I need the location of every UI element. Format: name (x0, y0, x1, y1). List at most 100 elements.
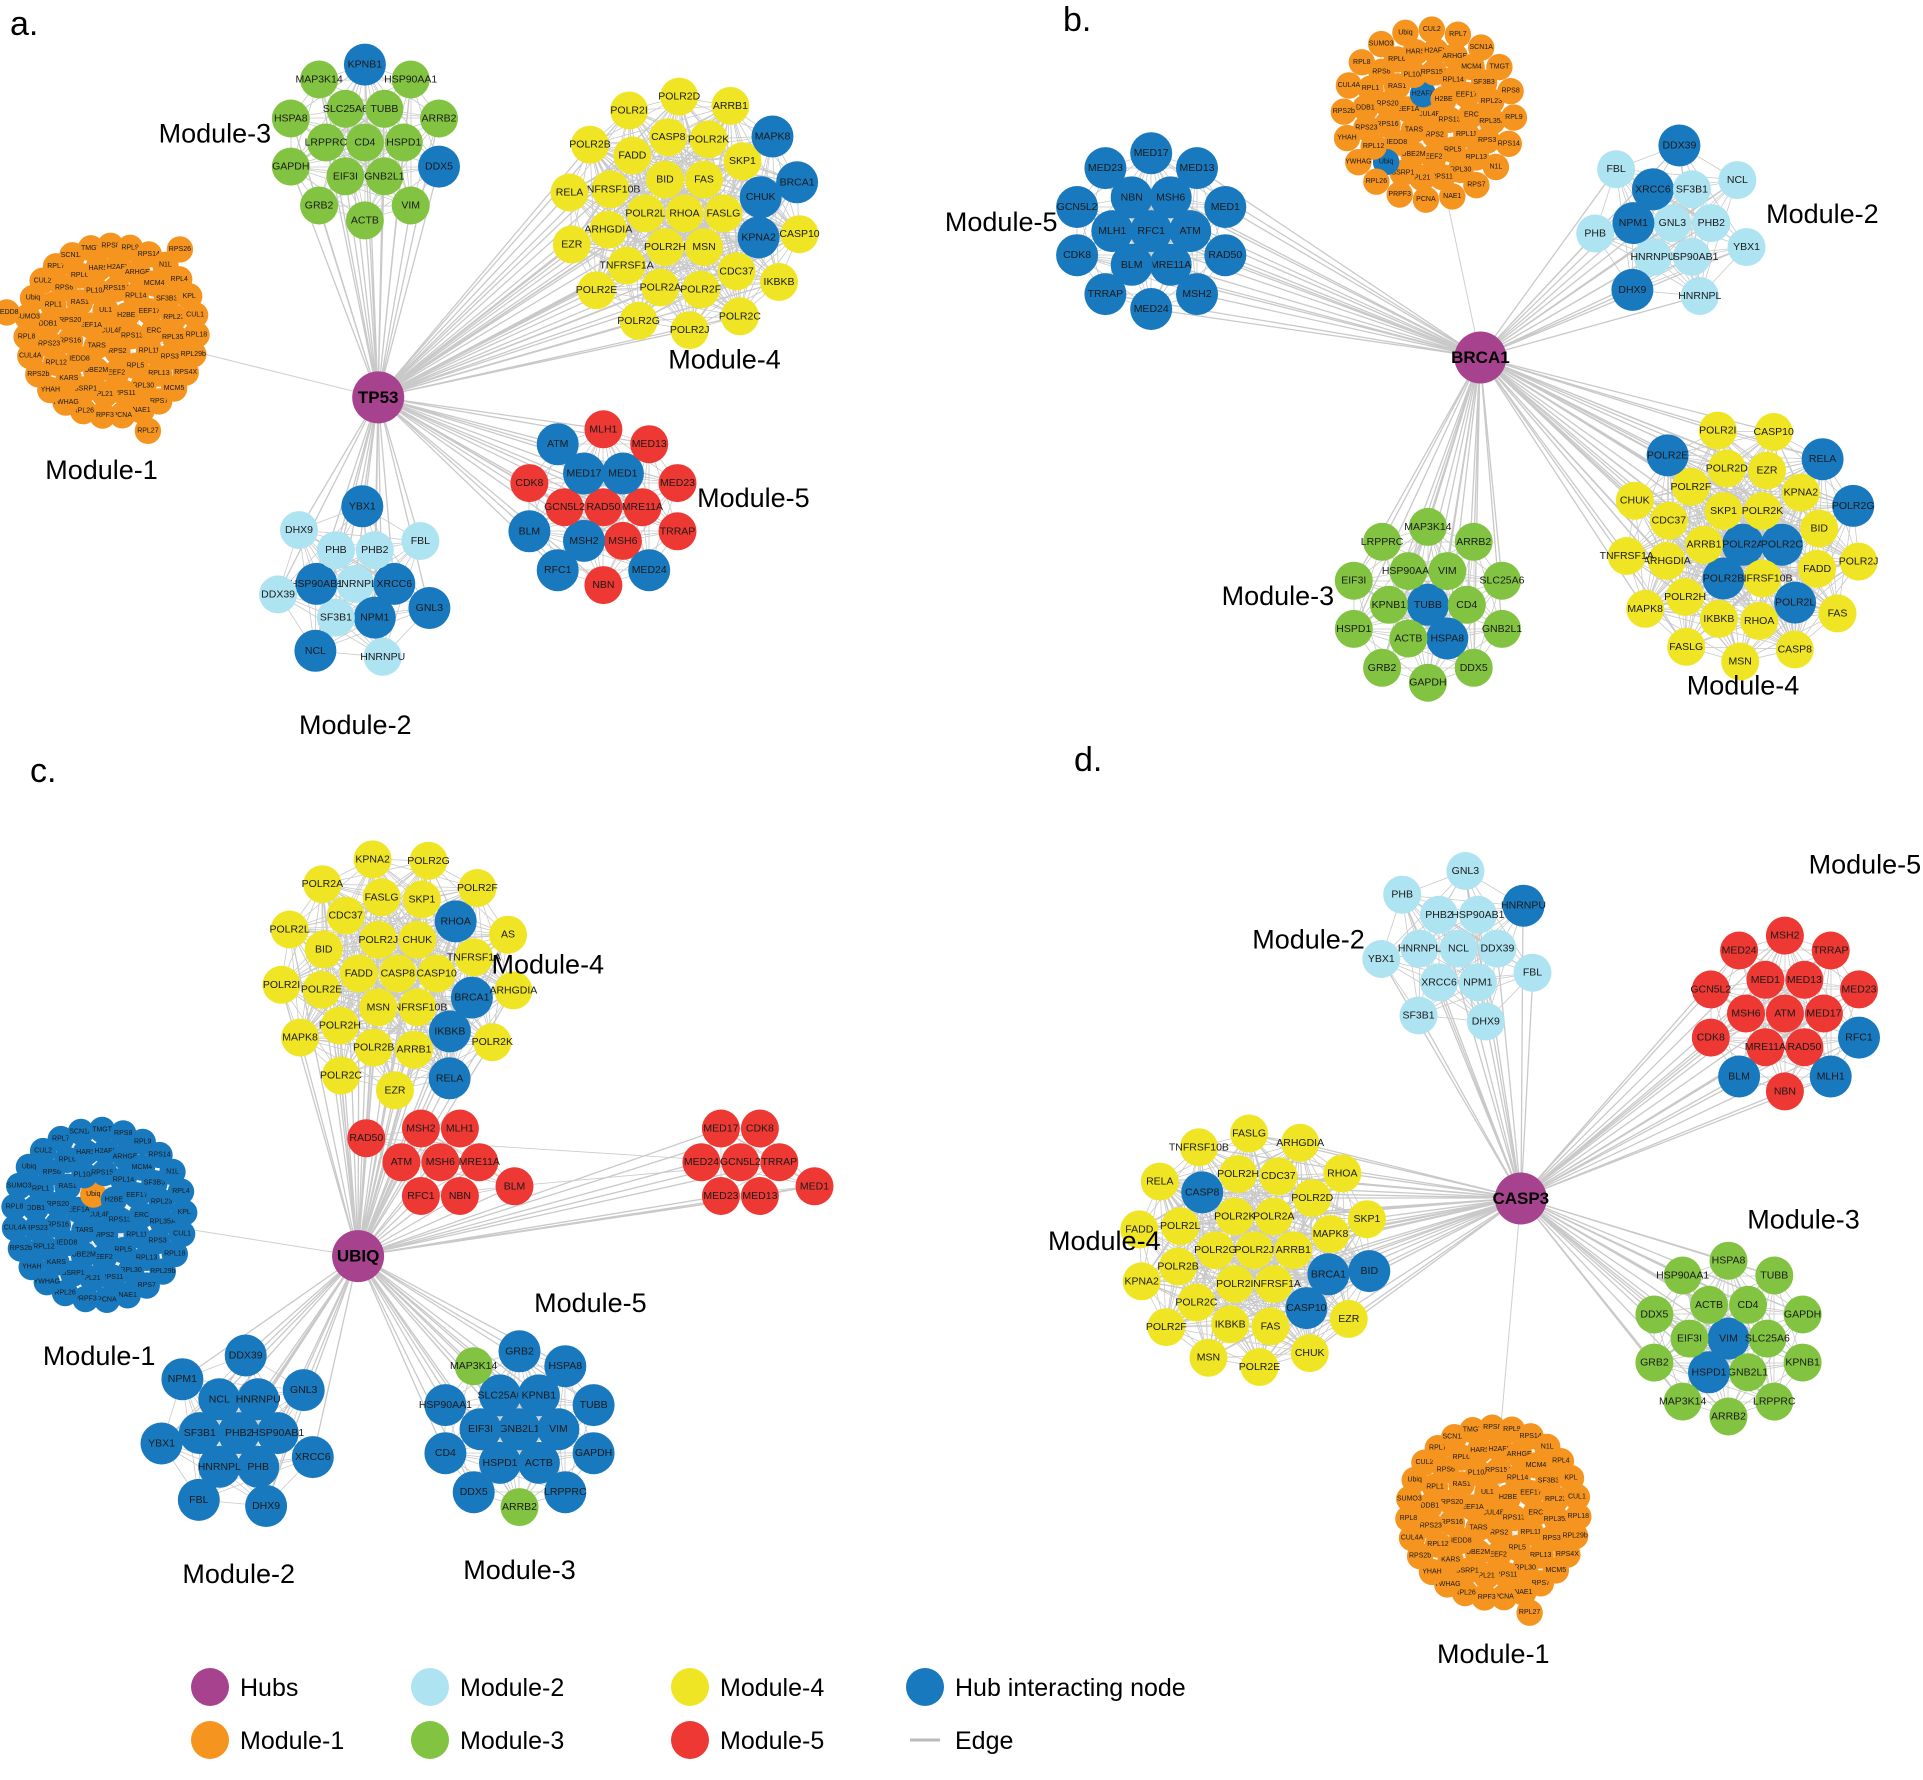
svg-text:HSPA8: HSPA8 (1430, 633, 1464, 645)
svg-text:Module-1: Module-1 (1437, 1639, 1550, 1669)
svg-text:HNRNPU: HNRNPU (360, 651, 405, 663)
svg-text:CUL2: CUL2 (34, 1148, 52, 1155)
svg-text:NPM1: NPM1 (1463, 976, 1492, 988)
svg-text:Module-4: Module-4 (1048, 1226, 1161, 1256)
svg-text:CASP10: CASP10 (417, 968, 457, 980)
svg-text:NCL: NCL (1727, 174, 1748, 186)
svg-text:CASP10: CASP10 (779, 228, 819, 240)
svg-text:POLR2D: POLR2D (1706, 463, 1748, 475)
svg-text:POLR2I: POLR2I (1699, 425, 1736, 437)
svg-text:NBN: NBN (449, 1190, 471, 1202)
svg-text:DDX5: DDX5 (1640, 1309, 1668, 1321)
svg-text:KPNB1: KPNB1 (348, 59, 383, 71)
svg-text:RPS20: RPS20 (1441, 1499, 1463, 1506)
svg-text:EEF17: EEF17 (139, 308, 161, 315)
svg-text:PL21: PL21 (84, 1275, 100, 1282)
svg-text:RPS3: RPS3 (1478, 137, 1496, 144)
svg-text:RELA: RELA (1146, 1176, 1173, 1188)
svg-text:RPL12: RPL12 (1363, 143, 1385, 150)
svg-text:EZR: EZR (561, 238, 582, 250)
svg-text:RPL7: RPL7 (1449, 31, 1467, 38)
svg-text:RAD50: RAD50 (349, 1132, 383, 1144)
svg-text:PHB2: PHB2 (361, 544, 389, 556)
svg-text:SUMO3: SUMO3 (7, 1183, 32, 1190)
svg-text:MCM4: MCM4 (1461, 64, 1482, 71)
svg-text:ARHGDIA: ARHGDIA (489, 984, 537, 996)
svg-text:RPL8: RPL8 (18, 333, 36, 340)
svg-text:FAS: FAS (694, 174, 714, 186)
svg-text:RPS3: RPS3 (1542, 1535, 1560, 1542)
svg-text:EIF3I: EIF3I (468, 1423, 493, 1435)
svg-text:KPNA2: KPNA2 (741, 231, 776, 243)
svg-text:Module-2: Module-2 (182, 1559, 295, 1589)
svg-text:KPNB1: KPNB1 (1372, 599, 1407, 611)
svg-text:MAPK8: MAPK8 (755, 131, 791, 143)
svg-text:RPL5: RPL5 (1508, 1544, 1526, 1551)
svg-text:HSPD1: HSPD1 (1691, 1366, 1726, 1378)
svg-text:YHAH: YHAH (1337, 135, 1356, 142)
svg-text:ERC: ERC (1464, 111, 1479, 118)
svg-text:CASP3: CASP3 (1492, 1189, 1549, 1208)
svg-text:DDB1: DDB1 (1356, 105, 1375, 112)
svg-text:POLR2A: POLR2A (302, 878, 343, 890)
svg-text:FASLG: FASLG (706, 207, 740, 219)
svg-text:EIF3I: EIF3I (333, 170, 358, 182)
svg-text:PHB: PHB (325, 544, 347, 556)
svg-text:MED17: MED17 (566, 468, 601, 480)
svg-text:ERC: ERC (147, 328, 162, 335)
svg-text:ARHGDIA: ARHGDIA (1276, 1137, 1324, 1149)
svg-text:CHUK: CHUK (402, 934, 432, 946)
svg-text:POLR2E: POLR2E (1239, 1361, 1280, 1373)
svg-text:DDB1: DDB1 (26, 1205, 45, 1212)
svg-text:ATM: ATM (391, 1156, 412, 1168)
svg-text:CDK8: CDK8 (515, 477, 543, 489)
svg-text:SF3B1: SF3B1 (184, 1427, 216, 1439)
svg-text:HNRNPL: HNRNPL (1678, 290, 1721, 302)
svg-text:XRCC6: XRCC6 (1635, 183, 1671, 195)
svg-text:RPS13: RPS13 (121, 333, 143, 340)
svg-text:GRB2: GRB2 (1368, 662, 1397, 674)
svg-text:RPL11: RPL11 (1456, 131, 1477, 138)
svg-text:DDX39: DDX39 (1662, 140, 1696, 152)
svg-text:CUL4A: CUL4A (1338, 82, 1361, 89)
svg-text:HSP90AB1: HSP90AB1 (251, 1427, 304, 1439)
svg-text:RFC1: RFC1 (1845, 1032, 1873, 1044)
svg-text:GNB2L1: GNB2L1 (1728, 1366, 1768, 1378)
svg-text:DDX39: DDX39 (229, 1350, 263, 1362)
svg-text:SKP1: SKP1 (1353, 1213, 1380, 1225)
svg-text:RHOA: RHOA (441, 915, 471, 927)
svg-text:RPL5: RPL5 (114, 1247, 132, 1254)
svg-text:Module-5: Module-5 (697, 483, 810, 513)
svg-text:RPL8: RPL8 (6, 1203, 24, 1210)
svg-text:EEF2: EEF2 (1425, 153, 1443, 160)
svg-text:RPL4: RPL4 (1552, 1458, 1570, 1465)
svg-text:ACTB: ACTB (525, 1457, 553, 1469)
svg-text:MCM4: MCM4 (144, 280, 165, 287)
svg-text:POLR2J: POLR2J (358, 934, 398, 946)
svg-text:BLM: BLM (1728, 1071, 1750, 1083)
svg-text:RPL6: RPL6 (1453, 1454, 1471, 1461)
svg-text:POLR2G: POLR2G (1194, 1244, 1237, 1256)
svg-text:RPS20: RPS20 (1377, 101, 1399, 108)
svg-text:c.: c. (30, 752, 56, 790)
svg-text:DHX9: DHX9 (285, 524, 313, 536)
svg-text:GNL3: GNL3 (416, 602, 444, 614)
svg-text:KPNA2: KPNA2 (355, 853, 390, 865)
svg-text:SKP1: SKP1 (408, 893, 435, 905)
svg-text:MSN: MSN (367, 1001, 390, 1013)
svg-text:XRCC6: XRCC6 (377, 578, 413, 590)
svg-text:GCN5L2: GCN5L2 (1690, 983, 1731, 995)
svg-text:TUBB: TUBB (1760, 1270, 1788, 1282)
svg-text:TUBB: TUBB (1414, 599, 1442, 611)
svg-text:HSPD1: HSPD1 (1336, 623, 1371, 635)
svg-text:POLR2C: POLR2C (320, 1070, 362, 1082)
svg-text:MSH6: MSH6 (426, 1156, 455, 1168)
svg-text:MAP3K14: MAP3K14 (450, 1360, 497, 1372)
svg-text:GAPDH: GAPDH (1784, 1309, 1821, 1321)
svg-text:UBIQ: UBIQ (337, 1247, 380, 1266)
svg-text:RPS13: RPS13 (1438, 116, 1460, 123)
svg-text:GAPDH: GAPDH (1409, 677, 1446, 689)
svg-text:GNB2L1: GNB2L1 (499, 1423, 539, 1435)
svg-text:PHB: PHB (1391, 889, 1413, 901)
svg-text:POLR2C: POLR2C (1175, 1296, 1217, 1308)
